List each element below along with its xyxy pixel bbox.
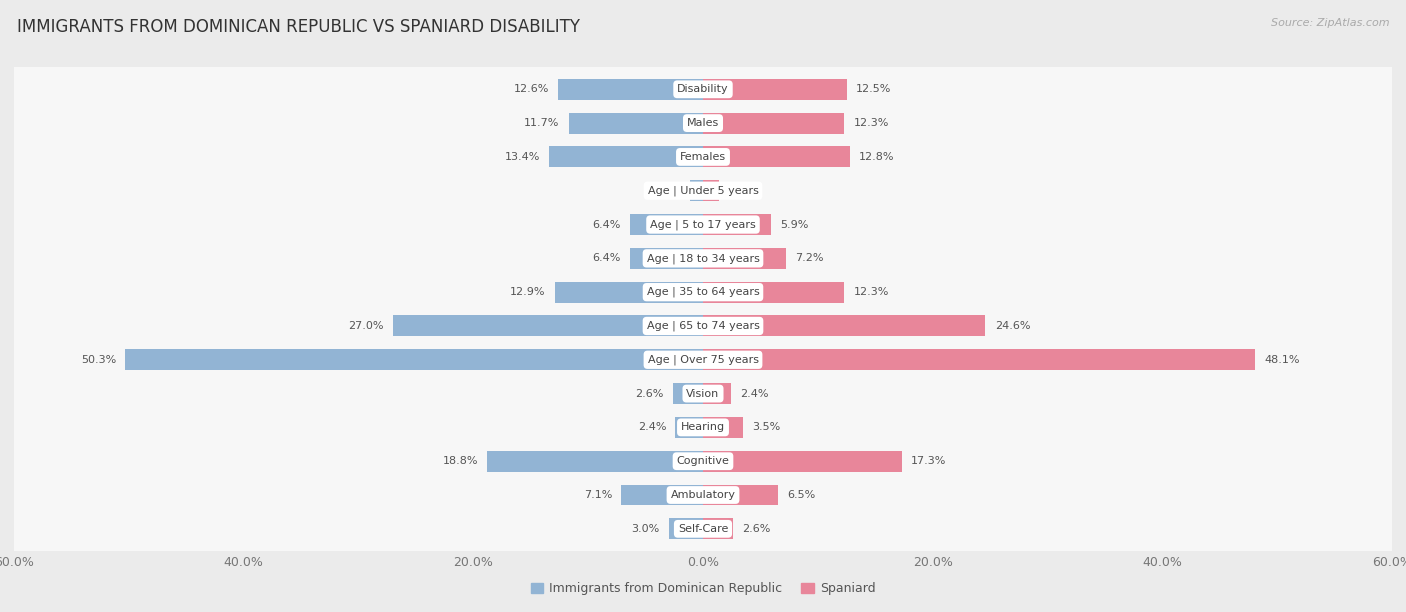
Bar — [690, 181, 703, 201]
Text: 12.8%: 12.8% — [859, 152, 894, 162]
Bar — [703, 181, 718, 201]
Bar — [555, 282, 703, 303]
Text: 2.4%: 2.4% — [638, 422, 666, 433]
Legend: Immigrants from Dominican Republic, Spaniard: Immigrants from Dominican Republic, Span… — [526, 577, 880, 600]
FancyBboxPatch shape — [0, 165, 1406, 217]
Text: Age | Under 5 years: Age | Under 5 years — [648, 185, 758, 196]
Bar — [125, 349, 703, 370]
Text: 6.5%: 6.5% — [787, 490, 815, 500]
Text: 13.4%: 13.4% — [505, 152, 540, 162]
Bar — [673, 383, 703, 404]
FancyBboxPatch shape — [0, 503, 1406, 554]
Text: Age | 35 to 64 years: Age | 35 to 64 years — [647, 287, 759, 297]
Bar — [703, 518, 733, 539]
Text: 50.3%: 50.3% — [82, 355, 117, 365]
Bar — [486, 450, 703, 472]
Text: 18.8%: 18.8% — [443, 456, 478, 466]
FancyBboxPatch shape — [0, 233, 1406, 284]
Text: Disability: Disability — [678, 84, 728, 94]
Text: 1.4%: 1.4% — [728, 185, 756, 196]
Text: Age | 65 to 74 years: Age | 65 to 74 years — [647, 321, 759, 331]
Bar — [703, 79, 846, 100]
Text: Vision: Vision — [686, 389, 720, 398]
Text: 12.5%: 12.5% — [856, 84, 891, 94]
Text: Males: Males — [688, 118, 718, 128]
Text: Females: Females — [681, 152, 725, 162]
Text: Self-Care: Self-Care — [678, 524, 728, 534]
Text: 48.1%: 48.1% — [1264, 355, 1301, 365]
FancyBboxPatch shape — [0, 64, 1406, 115]
Text: 2.6%: 2.6% — [636, 389, 664, 398]
Bar — [675, 417, 703, 438]
Bar — [392, 315, 703, 337]
Text: 12.3%: 12.3% — [853, 118, 889, 128]
Bar — [703, 349, 1256, 370]
Bar — [703, 214, 770, 235]
Text: 11.7%: 11.7% — [524, 118, 560, 128]
FancyBboxPatch shape — [0, 131, 1406, 182]
FancyBboxPatch shape — [0, 97, 1406, 149]
Text: 5.9%: 5.9% — [780, 220, 808, 230]
FancyBboxPatch shape — [0, 368, 1406, 419]
Text: Age | 18 to 34 years: Age | 18 to 34 years — [647, 253, 759, 264]
FancyBboxPatch shape — [0, 469, 1406, 521]
Bar — [703, 485, 778, 506]
Text: Source: ZipAtlas.com: Source: ZipAtlas.com — [1271, 18, 1389, 28]
Text: 12.6%: 12.6% — [513, 84, 550, 94]
Text: 7.1%: 7.1% — [583, 490, 612, 500]
Bar — [703, 146, 851, 168]
Bar — [568, 113, 703, 133]
Text: 12.9%: 12.9% — [510, 287, 546, 297]
Bar — [703, 315, 986, 337]
Text: 1.1%: 1.1% — [652, 185, 681, 196]
Bar — [703, 282, 844, 303]
Bar — [550, 146, 703, 168]
Text: 12.3%: 12.3% — [853, 287, 889, 297]
Text: 2.4%: 2.4% — [740, 389, 768, 398]
Text: 6.4%: 6.4% — [592, 220, 620, 230]
Text: Age | 5 to 17 years: Age | 5 to 17 years — [650, 219, 756, 230]
Bar — [669, 518, 703, 539]
Bar — [703, 248, 786, 269]
Bar — [703, 450, 901, 472]
Bar — [621, 485, 703, 506]
Text: IMMIGRANTS FROM DOMINICAN REPUBLIC VS SPANIARD DISABILITY: IMMIGRANTS FROM DOMINICAN REPUBLIC VS SP… — [17, 18, 579, 36]
Text: Age | Over 75 years: Age | Over 75 years — [648, 354, 758, 365]
FancyBboxPatch shape — [0, 266, 1406, 318]
Text: Cognitive: Cognitive — [676, 456, 730, 466]
Bar — [703, 113, 844, 133]
Bar — [558, 79, 703, 100]
Text: Hearing: Hearing — [681, 422, 725, 433]
FancyBboxPatch shape — [0, 401, 1406, 453]
Text: Ambulatory: Ambulatory — [671, 490, 735, 500]
Bar — [630, 214, 703, 235]
Bar — [630, 248, 703, 269]
Text: 7.2%: 7.2% — [794, 253, 824, 263]
Bar — [703, 417, 744, 438]
FancyBboxPatch shape — [0, 334, 1406, 386]
Text: 24.6%: 24.6% — [994, 321, 1031, 331]
Bar — [703, 383, 731, 404]
Text: 6.4%: 6.4% — [592, 253, 620, 263]
Text: 3.0%: 3.0% — [631, 524, 659, 534]
FancyBboxPatch shape — [0, 199, 1406, 250]
Text: 2.6%: 2.6% — [742, 524, 770, 534]
FancyBboxPatch shape — [0, 300, 1406, 352]
Text: 27.0%: 27.0% — [349, 321, 384, 331]
Text: 3.5%: 3.5% — [752, 422, 780, 433]
FancyBboxPatch shape — [0, 436, 1406, 487]
Text: 17.3%: 17.3% — [911, 456, 946, 466]
